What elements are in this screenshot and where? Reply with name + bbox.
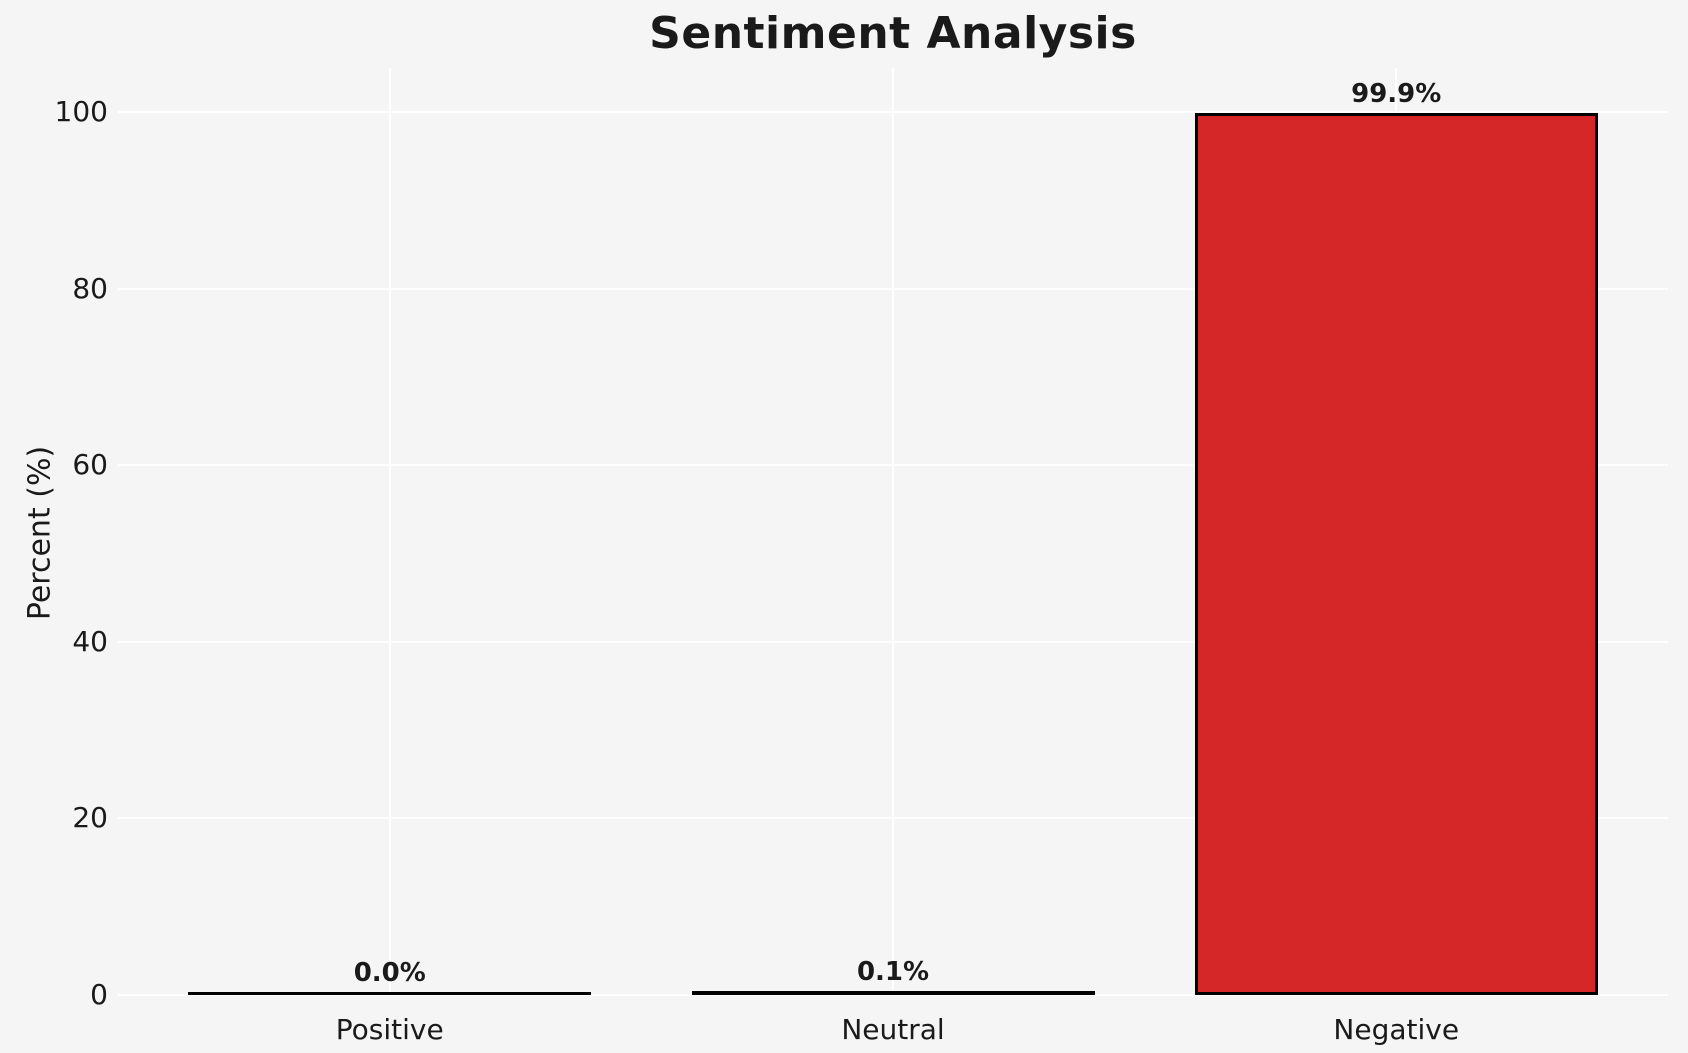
gridline-x-positive [388,68,391,995]
bar-positive [188,992,592,995]
y-tick-label: 60 [72,448,108,482]
bar-value-label-negative: 99.9% [1351,79,1442,109]
y-tick-label: 0 [90,978,108,1011]
x-tick-label-positive: Positive [335,1013,444,1046]
bar-value-label-positive: 0.0% [353,958,426,988]
x-tick-label-neutral: Neutral [841,1013,945,1046]
gridline-y-0 [118,994,1668,996]
bar-value-label-neutral: 0.1% [856,957,930,987]
x-tick-label-negative: Negative [1333,1013,1460,1046]
y-tick-label: 100 [54,95,108,128]
gridline-x-neutral [892,68,894,995]
y-tick-label: 20 [72,801,108,835]
bar-neutral [691,991,1095,995]
y-tick-label: 40 [72,624,108,658]
bar-negative [1194,113,1598,995]
chart-title: Sentiment Analysis [649,8,1137,59]
y-tick-label: 80 [72,271,108,305]
